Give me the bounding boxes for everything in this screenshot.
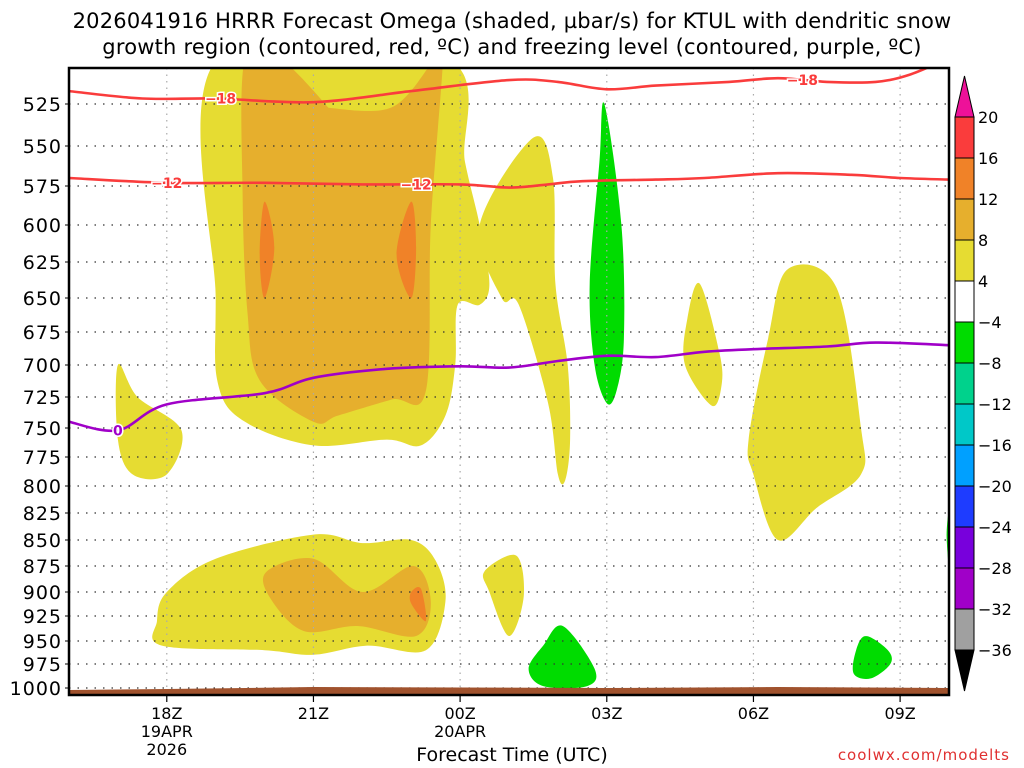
colorbar-label: 4 <box>978 272 988 291</box>
y-tick-label: 850 <box>23 530 62 552</box>
colorbar-label: −4 <box>978 313 1002 332</box>
credit-watermark: coolwx.com/modelts <box>837 746 1010 764</box>
y-tick-label: 650 <box>23 288 62 310</box>
x-tick-label: 09Z <box>884 704 915 723</box>
x-tick-label: 00Z <box>444 704 475 723</box>
y-tick-label: 750 <box>23 418 62 440</box>
omega-neg4-neg8-low <box>528 625 597 689</box>
colorbar-label: −32 <box>978 600 1012 619</box>
y-tick-label: 600 <box>23 215 62 237</box>
dendritic-minus-18 <box>69 68 930 104</box>
y-tick-label: 775 <box>23 447 62 469</box>
colorbar-box <box>954 362 975 405</box>
omega-12-16-b <box>396 201 417 299</box>
omega-12-16-a <box>259 201 275 299</box>
colorbar-box <box>954 444 975 487</box>
colorbar-label: 8 <box>978 231 988 250</box>
colorbar-box <box>954 321 975 364</box>
contour-label: −12 <box>151 176 182 192</box>
y-tick-label: 550 <box>23 136 62 158</box>
y-tick-label: 875 <box>23 556 62 578</box>
colorbar-box <box>954 526 975 569</box>
y-tick-label: 925 <box>23 606 62 628</box>
colorbar-box <box>954 567 975 610</box>
y-tick-label: 825 <box>23 503 62 525</box>
omega-4-8-small <box>482 554 525 637</box>
terrain <box>69 687 949 695</box>
contour-label: 0 <box>113 423 123 439</box>
omega-12-16-low <box>409 586 427 622</box>
colorbar-label: −20 <box>978 477 1012 496</box>
colorbar-box <box>954 239 975 282</box>
y-tick-label: 700 <box>23 355 62 377</box>
colorbar-label: 12 <box>978 190 998 209</box>
omega-8-12-low <box>262 557 431 637</box>
omega-4-8-left <box>115 363 183 480</box>
colorbar-box <box>954 280 975 323</box>
plot-frame <box>67 66 951 697</box>
colorbar-label: 16 <box>978 149 998 168</box>
colorbar: 20 16 12 8 4 −4 −8 −12 −16 −20 −24 −28 −32 −36 <box>954 75 1012 692</box>
omega-4-8-07z <box>747 264 866 541</box>
colorbar-box <box>954 403 975 446</box>
chart-title: 2026041916 HRRR Forecast Omega (shaded, … <box>72 9 952 59</box>
contour-label: −12 <box>401 177 432 193</box>
colorbar-label: −8 <box>978 354 1002 373</box>
dendritic-minus-12 <box>69 171 949 189</box>
terrain-fill <box>69 687 949 695</box>
colorbar-box <box>954 485 975 528</box>
y-tick-label: 975 <box>23 654 62 676</box>
omega-shading <box>115 68 949 689</box>
grid-lines <box>69 68 949 695</box>
colorbar-label: −12 <box>978 395 1012 414</box>
y-tick-label: 725 <box>23 387 62 409</box>
contour-label: −18 <box>787 73 818 89</box>
contour-lines: −18 −18 −12 −12 0 <box>69 68 949 441</box>
y-tick-label: 1000 <box>10 678 62 700</box>
colorbar-extend-bottom <box>954 649 975 692</box>
omega-8-12-main <box>241 68 443 424</box>
freezing-level-0 <box>69 341 949 433</box>
x-tick-label: 03Z <box>591 704 622 723</box>
y-tick-label: 575 <box>23 176 62 198</box>
x-axis-title: Forecast Time (UTC) <box>416 744 608 766</box>
colorbar-extend-top <box>954 75 975 118</box>
x-tick-label: 06Z <box>738 704 769 723</box>
colorbar-box <box>954 116 975 159</box>
x-tick-label: 19APR <box>141 722 193 741</box>
omega-neg4-neg8-03z <box>589 102 625 405</box>
y-tick-label: 800 <box>23 476 62 498</box>
omega-4-8-05z <box>683 282 723 407</box>
x-tick-label: 2026 <box>146 740 187 759</box>
colorbar-label: 20 <box>978 108 998 127</box>
colorbar-box <box>954 198 975 241</box>
colorbar-label: −16 <box>978 436 1012 455</box>
colorbar-box <box>954 608 975 651</box>
colorbar-label: −24 <box>978 518 1012 537</box>
omega-4-8-tail <box>478 136 571 485</box>
y-tick-label: 900 <box>23 582 62 604</box>
y-tick-label: 950 <box>23 631 62 653</box>
colorbar-box <box>954 157 975 200</box>
colorbar-label: −36 <box>978 641 1012 660</box>
contour-label: −18 <box>205 92 236 108</box>
x-tick-label: 20APR <box>434 722 486 741</box>
colorbar-label: −28 <box>978 559 1012 578</box>
x-tick-label: 21Z <box>298 704 329 723</box>
x-tick-label: 18Z <box>151 704 182 723</box>
omega-neg4-neg8-08z <box>852 636 892 679</box>
y-axis: 525 550 575 600 625 650 675 700 725 750 775 800 825 8… <box>10 94 69 700</box>
y-tick-label: 525 <box>23 94 62 116</box>
y-tick-label: 675 <box>23 322 62 344</box>
y-tick-label: 625 <box>23 252 62 274</box>
